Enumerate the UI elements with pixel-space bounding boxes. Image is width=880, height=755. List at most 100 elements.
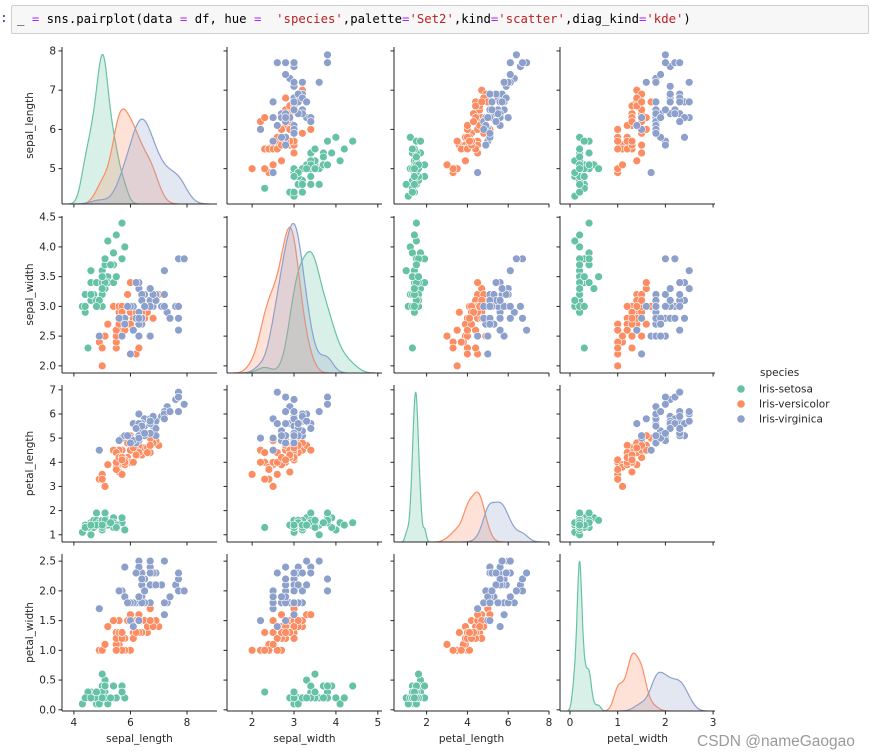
point-Iris-virginica: [273, 388, 282, 397]
point-Iris-setosa: [402, 180, 411, 189]
point-Iris-virginica: [512, 586, 521, 596]
point-Iris-setosa: [117, 254, 127, 263]
panel-petal_width-vs-sepal_length: 0.0 0.5 1.0 1.5 2.0 2.5 4 6 8: [39, 554, 217, 729]
x-tick-label: 3: [710, 717, 717, 729]
point-Iris-versicolor: [247, 164, 257, 173]
panel-sepal_length-vs-sepal_width: [223, 47, 382, 208]
point-Iris-versicolor: [143, 448, 152, 457]
point-Iris-virginica: [675, 424, 684, 433]
point-Iris-virginica: [174, 568, 183, 578]
y-tick-label: 4.5: [39, 212, 56, 224]
point-Iris-setosa: [408, 188, 417, 197]
point-Iris-setosa: [575, 508, 584, 518]
point-Iris-setosa: [117, 687, 127, 697]
point-Iris-virginica: [298, 568, 307, 578]
point-Iris-setosa: [302, 675, 311, 685]
panel-petal_width-vs-petal_width: 0 1 2 3: [556, 554, 717, 729]
point-Iris-virginica: [306, 568, 315, 578]
x-tick-label: 2: [662, 717, 669, 729]
x-tick-label: 1: [614, 717, 621, 729]
point-Iris-versicolor: [306, 125, 315, 134]
point-Iris-virginica: [512, 50, 521, 59]
point-Iris-setosa: [414, 669, 423, 679]
point-Iris-setosa: [298, 180, 307, 189]
point-Iris-setosa: [580, 137, 589, 146]
code-line[interactable]: _ = sns.pairplot(data = df, hue = 'speci…: [17, 12, 691, 26]
point-Iris-setosa: [120, 242, 130, 252]
point-Iris-setosa: [109, 681, 118, 691]
point-Iris-setosa: [594, 516, 603, 525]
point-Iris-setosa: [86, 520, 96, 530]
point-Iris-virginica: [670, 314, 680, 323]
point-Iris-virginica: [126, 349, 135, 359]
point-Iris-virginica: [485, 320, 495, 329]
point-Iris-virginica: [512, 254, 521, 263]
point-Iris-virginica: [134, 331, 144, 341]
point-Iris-versicolor: [475, 622, 484, 631]
point-Iris-virginica: [656, 320, 665, 329]
point-Iris-virginica: [323, 574, 332, 584]
point-Iris-virginica: [495, 296, 505, 305]
point-Iris-setosa: [319, 152, 328, 162]
point-Iris-virginica: [661, 392, 670, 402]
panel-sepal_width-vs-petal_length: [390, 216, 550, 377]
point-Iris-setosa: [92, 302, 101, 311]
point-Iris-virginica: [632, 326, 641, 335]
point-Iris-versicolor: [97, 475, 107, 484]
y-tick-label: 0.0: [39, 704, 56, 716]
point-Iris-versicolor: [463, 349, 472, 359]
point-Iris-setosa: [348, 518, 357, 527]
point-Iris-versicolor: [260, 646, 269, 655]
point-Iris-versicolor: [627, 467, 637, 477]
point-Iris-virginica: [661, 400, 670, 409]
point-Iris-versicolor: [627, 314, 637, 323]
point-Iris-virginica: [281, 113, 290, 122]
kde-line-Iris-setosa: [242, 251, 375, 373]
point-Iris-virginica: [499, 331, 509, 341]
code-cell[interactable]: _ = sns.pairplot(data = df, hue = 'speci…: [11, 5, 869, 34]
point-Iris-setosa: [340, 520, 349, 530]
point-Iris-virginica: [510, 308, 519, 317]
panel-petal_width-vs-petal_length: 2 4 6 8: [390, 554, 552, 729]
point-Iris-virginica: [661, 105, 670, 115]
point-Iris-virginica: [491, 117, 501, 126]
point-Iris-versicolor: [117, 628, 127, 637]
kde-fill-Iris-virginica: [74, 119, 209, 204]
point-Iris-virginica: [140, 302, 149, 311]
point-Iris-setosa: [575, 230, 584, 240]
point-Iris-setosa: [86, 530, 96, 539]
point-Iris-setosa: [331, 693, 341, 703]
point-Iris-versicolor: [618, 160, 627, 170]
point-Iris-versicolor: [465, 137, 474, 146]
point-Iris-setosa: [109, 248, 118, 258]
point-Iris-versicolor: [146, 616, 155, 625]
point-Iris-virginica: [473, 604, 482, 613]
point-Iris-virginica: [485, 89, 495, 99]
code-token: ,palette: [342, 12, 403, 26]
y-tick-label: 2.0: [39, 585, 56, 597]
point-Iris-versicolor: [306, 446, 315, 455]
point-Iris-setosa: [575, 180, 584, 189]
point-Iris-versicolor: [100, 482, 110, 491]
point-Iris-virginica: [180, 400, 189, 409]
point-Iris-virginica: [491, 278, 501, 287]
point-Iris-virginica: [114, 314, 124, 323]
point-Iris-setosa: [306, 172, 315, 181]
point-Iris-setosa: [408, 144, 417, 154]
point-Iris-setosa: [117, 513, 127, 522]
point-Iris-virginica: [298, 78, 307, 87]
point-Iris-setosa: [575, 242, 584, 252]
point-Iris-virginica: [289, 97, 299, 107]
point-Iris-setosa: [410, 230, 419, 240]
y-tick-label: 3.0: [39, 301, 56, 313]
point-Iris-virginica: [281, 392, 290, 402]
point-Iris-setosa: [100, 254, 110, 263]
point-Iris-virginica: [504, 113, 513, 122]
point-Iris-versicolor: [123, 290, 132, 299]
point-Iris-versicolor: [471, 343, 480, 353]
point-Iris-virginica: [273, 568, 282, 578]
point-Iris-virginica: [506, 556, 515, 566]
point-Iris-versicolor: [260, 164, 269, 173]
point-Iris-virginica: [483, 331, 492, 341]
point-Iris-setosa: [584, 278, 594, 287]
